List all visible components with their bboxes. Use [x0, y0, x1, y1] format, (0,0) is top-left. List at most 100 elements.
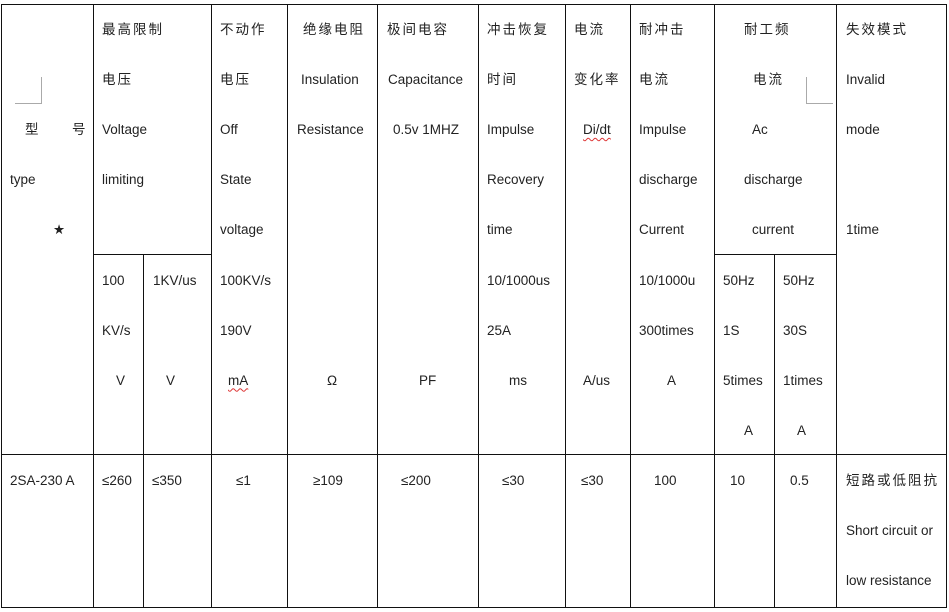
header-recovery-en1: Impulse — [487, 122, 535, 138]
header-off-state-c2: 190V — [220, 322, 252, 338]
header-recovery-en3: time — [487, 222, 513, 238]
header-limiting-voltage-sub2-unit: V — [166, 372, 176, 388]
table-rule — [565, 4, 566, 608]
header-capacitance-unit: PF — [419, 372, 437, 388]
corner-mark — [15, 77, 42, 104]
table-rule — [774, 254, 775, 608]
header-impulse-discharge-en2: discharge — [639, 172, 698, 188]
header-limiting-voltage-cn2: 电压 — [102, 72, 133, 88]
cell-0-failure-en1: Short circuit or — [846, 523, 934, 538]
header-ac-discharge-sub2-unit: A — [797, 422, 807, 438]
header-limiting-voltage-sub1-unit: V — [116, 372, 126, 388]
table-rule — [478, 4, 479, 608]
cell-0-recovery: ≤30 — [502, 472, 525, 488]
header-insulation-en1: Insulation — [301, 72, 359, 88]
header-failure-cn: 失效模式 — [846, 22, 908, 37]
header-current-rate-unit: A/us — [583, 372, 611, 388]
header-limiting-voltage-en1: Voltage — [102, 122, 148, 138]
header-limiting-voltage-sub1-l1: 100 — [102, 272, 125, 288]
header-ac-discharge-sub2-l3: 1times — [783, 372, 823, 388]
table-rule — [287, 4, 288, 608]
header-off-state-en2: State — [220, 172, 252, 188]
header-ac-discharge-sub1-l1: 50Hz — [723, 272, 755, 288]
header-impulse-discharge-c1: 10/1000u — [639, 272, 696, 288]
header-insulation-en2: Resistance — [297, 122, 364, 138]
corner-mark — [806, 77, 833, 104]
header-type-cn1: 型 — [25, 122, 41, 138]
cell-0-ac-1s: 10 — [730, 472, 746, 488]
header-failure-en1: Invalid — [846, 72, 886, 88]
cell-0-ac-30s: 0.5 — [790, 472, 809, 488]
header-limiting-voltage-sub2-l1: 1KV/us — [153, 272, 197, 288]
cell-0-limit-1k: ≤350 — [152, 472, 182, 488]
header-type-en: type — [10, 172, 36, 188]
header-recovery-c2: 25A — [487, 322, 512, 338]
header-failure-en2: mode — [846, 122, 880, 138]
header-ac-discharge-sub1-unit: A — [744, 422, 754, 438]
header-impulse-discharge-cn1: 耐冲击 — [639, 22, 686, 37]
header-off-state-en1: Off — [220, 122, 238, 138]
header-ac-discharge-en2: discharge — [744, 172, 803, 188]
table-rule — [1, 4, 2, 608]
header-ac-discharge-cn1: 耐工频 — [744, 22, 791, 37]
header-insulation-unit: Ω — [327, 372, 338, 388]
header-current-rate-en: Di/dt — [583, 122, 611, 138]
header-ac-discharge-sub1-l3: 5times — [723, 372, 763, 388]
table-rule — [946, 4, 947, 608]
table-rule — [1, 454, 947, 455]
header-impulse-discharge-unit: A — [667, 372, 677, 388]
table-rule — [93, 4, 94, 608]
table-rule — [836, 4, 837, 608]
header-capacitance-cn: 极间电容 — [387, 22, 449, 37]
cell-0-capacitance: ≤200 — [401, 472, 431, 488]
header-capacitance-en2: 0.5v 1MHZ — [393, 122, 460, 138]
header-impulse-discharge-en3: Current — [639, 222, 685, 238]
table-rule — [143, 254, 144, 608]
header-insulation-cn: 绝缘电阻 — [303, 22, 365, 37]
cell-0-failure-en2: low resistance — [846, 573, 932, 589]
header-recovery-c1: 10/1000us — [487, 272, 551, 288]
header-recovery-cn1: 冲击恢复 — [487, 22, 549, 37]
table-rule — [211, 4, 212, 608]
header-limiting-voltage-cn1: 最高限制 — [102, 22, 164, 37]
header-ac-discharge-en3: current — [752, 222, 795, 238]
header-recovery-en2: Recovery — [487, 172, 545, 188]
table-rule — [377, 4, 378, 608]
header-failure-c1: 1time — [846, 222, 880, 238]
header-type-cn2: 号 — [72, 122, 88, 138]
header-impulse-discharge-c2: 300times — [639, 322, 694, 338]
cell-0-insulation: ≥109 — [313, 472, 343, 488]
table-rule — [1, 4, 947, 5]
header-ac-discharge-sub2-l1: 50Hz — [783, 272, 815, 288]
header-ac-discharge-sub1-l2: 1S — [723, 322, 740, 338]
header-current-rate-cn2: 变化率 — [574, 72, 621, 88]
cell-0-failure-cn: 短路或低阻抗 — [846, 472, 939, 488]
header-ac-discharge-en1: Ac — [752, 122, 768, 138]
header-impulse-discharge-cn2: 电流 — [639, 72, 670, 88]
cell-0-current-rate: ≤30 — [581, 472, 604, 488]
header-off-state-unit: mA — [228, 372, 249, 388]
header-ac-discharge-sub2-l2: 30S — [783, 322, 808, 338]
header-off-state-c1: 100KV/s — [220, 272, 272, 288]
header-limiting-voltage-en2: limiting — [102, 172, 145, 188]
header-limiting-voltage-sub1-l2: KV/s — [102, 322, 131, 338]
header-off-state-cn2: 电压 — [220, 72, 251, 88]
header-capacitance-en1: Capacitance — [388, 72, 464, 88]
header-type-star: ★ — [53, 222, 66, 238]
header-recovery-unit: ms — [509, 372, 527, 388]
header-ac-discharge-cn2: 电流 — [753, 72, 784, 88]
table-rule — [1, 607, 947, 608]
table-rule — [714, 254, 837, 255]
header-recovery-cn2: 时间 — [487, 72, 518, 88]
cell-0-off-state: ≤1 — [236, 472, 251, 488]
cell-0-type: 2SA-230 A — [10, 472, 75, 488]
table-rule — [630, 4, 631, 608]
table-rule — [93, 254, 212, 255]
cell-0-impulse: 100 — [654, 472, 677, 488]
header-off-state-en3: voltage — [220, 222, 264, 238]
table-rule — [714, 4, 715, 608]
header-current-rate-cn1: 电流 — [574, 22, 605, 37]
header-off-state-cn1: 不动作 — [220, 22, 267, 37]
header-impulse-discharge-en1: Impulse — [639, 122, 687, 138]
cell-0-limit-100: ≤260 — [102, 472, 132, 488]
